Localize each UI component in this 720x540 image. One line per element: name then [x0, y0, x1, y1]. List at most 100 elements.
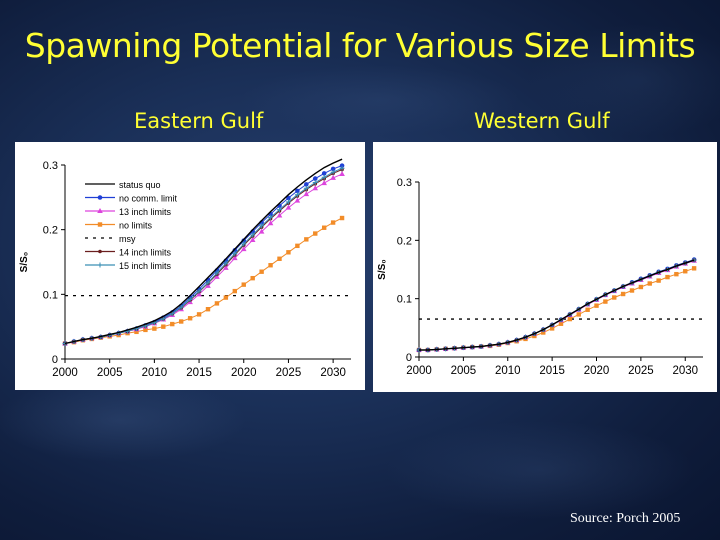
east-legend-label: 15 inch limits [119, 261, 172, 271]
east-data-point [178, 319, 184, 324]
east-data-point [259, 223, 265, 229]
west-x-tick-label: 2005 [451, 365, 477, 377]
east-data-point [214, 270, 220, 276]
western-gulf-title: Western Gulf [474, 109, 610, 133]
east-data-point [304, 182, 309, 187]
west-series-status-quo [419, 259, 695, 351]
east-data-point [214, 273, 220, 279]
east-data-point [205, 282, 211, 288]
west-data-point [629, 288, 635, 293]
west-data-point [674, 271, 679, 277]
east-data-point [276, 212, 283, 218]
east-legend-marker [97, 262, 103, 268]
west-data-point [603, 299, 608, 304]
east-x-tick-label: 2000 [52, 367, 78, 379]
east-data-point [249, 237, 256, 243]
east-data-point [277, 256, 282, 261]
east-legend-marker [97, 195, 103, 200]
west-x-tick-label: 2020 [584, 365, 610, 377]
east-data-point [303, 185, 309, 191]
east-data-point [250, 232, 256, 238]
east-data-point [268, 263, 273, 268]
slide-title: Spawning Potential for Various Size Limi… [24, 26, 696, 65]
east-series-line [64, 169, 343, 344]
west-data-point [620, 291, 626, 297]
east-data-point [187, 316, 193, 321]
east-legend-label: 14 inch limits [119, 248, 172, 258]
east-data-point [277, 207, 282, 213]
east-data-point [196, 312, 202, 317]
east-x-tick-label: 2025 [276, 367, 302, 379]
east-data-point [303, 191, 310, 197]
west-series-line [419, 267, 695, 351]
east-data-point [250, 275, 255, 281]
west-y-tick-label: 0.3 [397, 177, 412, 189]
east-series-line [64, 167, 343, 344]
west-data-point [612, 295, 617, 300]
east-data-point [258, 228, 265, 234]
east-data-point [312, 179, 318, 185]
west-x-tick-label: 2025 [628, 365, 654, 377]
east-y-axis-label: S/S₀ [19, 252, 30, 273]
east-y-tick-label: 0.2 [43, 225, 58, 237]
west-data-point [558, 321, 564, 326]
east-data-point [152, 326, 157, 331]
east-data-point [330, 174, 336, 180]
east-data-point [223, 260, 229, 266]
east-data-point [196, 288, 202, 294]
west-data-point [665, 274, 670, 280]
east-legend: status quo no comm. limit 13 inch limits no… [85, 180, 178, 271]
west-data-point [576, 312, 581, 317]
east-data-point [187, 297, 193, 303]
west-x-tick-label: 2030 [672, 365, 698, 377]
west-y-tick-label: 0.1 [397, 294, 412, 306]
east-data-point [205, 307, 211, 312]
east-data-point [205, 280, 211, 286]
east-data-point [313, 231, 318, 236]
east-data-point [285, 199, 291, 205]
east-x-tick-label: 2015 [186, 367, 212, 379]
east-data-point [339, 163, 345, 168]
east-data-point [240, 246, 247, 252]
east-data-point [285, 204, 292, 210]
east-data-point [196, 291, 202, 297]
east-data-point [170, 321, 175, 327]
west-series-no-limits [416, 266, 697, 353]
east-x-tick-label: 2020 [231, 367, 257, 379]
east-x-tick-label: 2030 [320, 367, 346, 379]
east-x-tick-label: 2005 [97, 367, 123, 379]
east-data-point [259, 269, 264, 274]
east-legend-label: no comm. limit [119, 194, 178, 204]
east-data-point [241, 282, 246, 287]
west-data-point [594, 303, 599, 308]
east-data-point [232, 248, 238, 253]
west-series-13-inch-limits [416, 257, 697, 352]
east-data-point [143, 327, 148, 333]
west-y-tick-label: 0 [406, 352, 412, 364]
east-series-14-inch-limits [63, 167, 344, 346]
east-data-point [134, 329, 139, 335]
west-y-tick-label: 0.2 [397, 235, 412, 247]
east-series-no-limits [62, 215, 345, 346]
east-data-point [286, 250, 291, 255]
east-data-point [339, 171, 345, 177]
west-x-tick-label: 2000 [406, 365, 432, 377]
western-gulf-chart-panel: 0 0.1 0.2 0.3 2000 2005 2010 2015 2020 2025 2030 S/… [373, 142, 717, 392]
eastern-gulf-chart-panel: 0 0.1 0.2 0.3 2000 2005 2010 2015 2020 2025 2030 S/… [15, 142, 365, 390]
east-data-point [294, 197, 301, 203]
eastern-gulf-chart: 0 0.1 0.2 0.3 2000 2005 2010 2015 2020 2025 2030 S/… [19, 158, 351, 379]
west-data-point [549, 326, 555, 331]
east-data-point [294, 192, 300, 198]
west-data-point [656, 278, 661, 283]
east-legend-label: 13 inch limits [119, 207, 172, 217]
east-y-tick-label: 0.1 [43, 289, 58, 301]
east-data-point [169, 311, 175, 317]
west-series-no-comm-limit [416, 257, 697, 353]
west-data-point [683, 269, 688, 274]
east-legend-label: msy [119, 234, 136, 244]
east-data-point [312, 176, 318, 181]
west-data-point [647, 281, 652, 286]
west-series-14-inch-limits [417, 258, 696, 352]
east-series-line [64, 173, 343, 344]
east-data-point [312, 185, 319, 191]
